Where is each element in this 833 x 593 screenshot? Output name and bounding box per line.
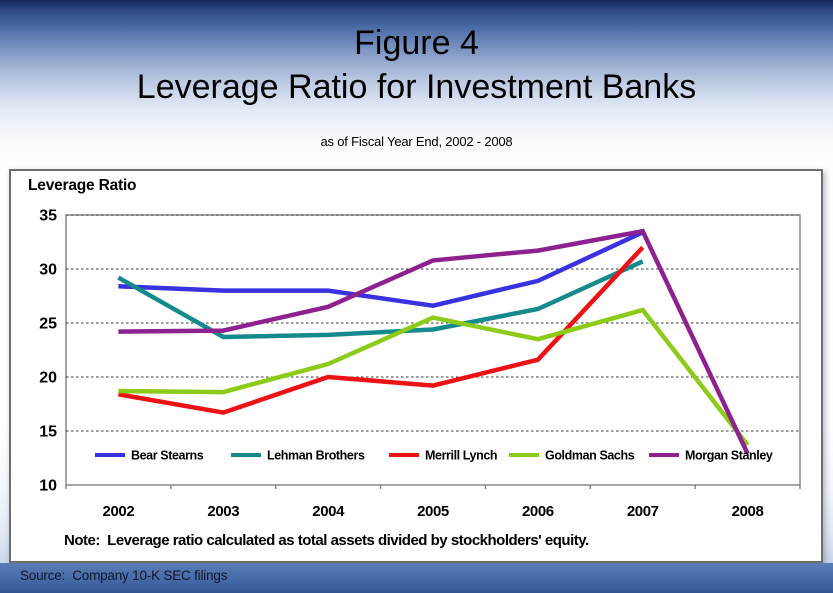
x-tick-label-2006: 2006 bbox=[522, 503, 554, 520]
subtitle: as of Fiscal Year End, 2002 - 2008 bbox=[320, 134, 513, 149]
legend-label-merrill-lynch: Merrill Lynch bbox=[425, 449, 497, 463]
legend-label-goldman-sachs: Goldman Sachs bbox=[545, 449, 635, 463]
x-tick-label-2005: 2005 bbox=[417, 503, 449, 520]
plot-frame bbox=[65, 214, 801, 486]
footer-band: Source: Company 10-K SEC filings bbox=[0, 563, 833, 593]
y-tick-label-20: 20 bbox=[39, 370, 57, 387]
note-text: Note: Leverage ratio calculated as total… bbox=[64, 532, 589, 549]
x-tick-label-2007: 2007 bbox=[627, 503, 659, 520]
series-line-goldman-sachs bbox=[118, 307, 750, 447]
series-line-lehman-brothers bbox=[117, 259, 644, 340]
series-line-morgan-stanley bbox=[118, 228, 750, 455]
series-line-bear-stearns bbox=[118, 230, 644, 308]
chart-panel: 35 30 25 20 15 10 2002 2003 2004 2005 2006 2007 2008… bbox=[9, 169, 823, 563]
series-line-merrill-lynch bbox=[118, 245, 645, 415]
legend-label-morgan-stanley: Morgan Stanley bbox=[685, 449, 773, 463]
y-tick-label-30: 30 bbox=[39, 262, 57, 279]
y-tick-label-10: 10 bbox=[39, 478, 57, 495]
source-text: Source: Company 10-K SEC filings bbox=[20, 568, 228, 583]
legend-label-lehman-brothers: Lehman Brothers bbox=[267, 449, 365, 463]
x-tick-label-2004: 2004 bbox=[312, 503, 345, 520]
x-tick-label-2003: 2003 bbox=[207, 503, 239, 520]
figure-number-title: Figure 4 bbox=[354, 24, 479, 62]
x-tick-label-2002: 2002 bbox=[103, 503, 135, 520]
x-tick-label-2008: 2008 bbox=[732, 503, 764, 520]
legend-label-bear-stearns: Bear Stearns bbox=[131, 449, 204, 463]
y-tick-label-25: 25 bbox=[39, 316, 57, 333]
leverage-ratio-line-chart: 35 30 25 20 15 10 2002 2003 2004 2005 2006 2007 2008… bbox=[39, 208, 801, 520]
y-tick-label-15: 15 bbox=[39, 424, 57, 441]
chart-title: Leverage Ratio bbox=[28, 177, 137, 194]
y-tick-label-35: 35 bbox=[39, 208, 57, 225]
page-title: Leverage Ratio for Investment Banks bbox=[136, 68, 697, 106]
